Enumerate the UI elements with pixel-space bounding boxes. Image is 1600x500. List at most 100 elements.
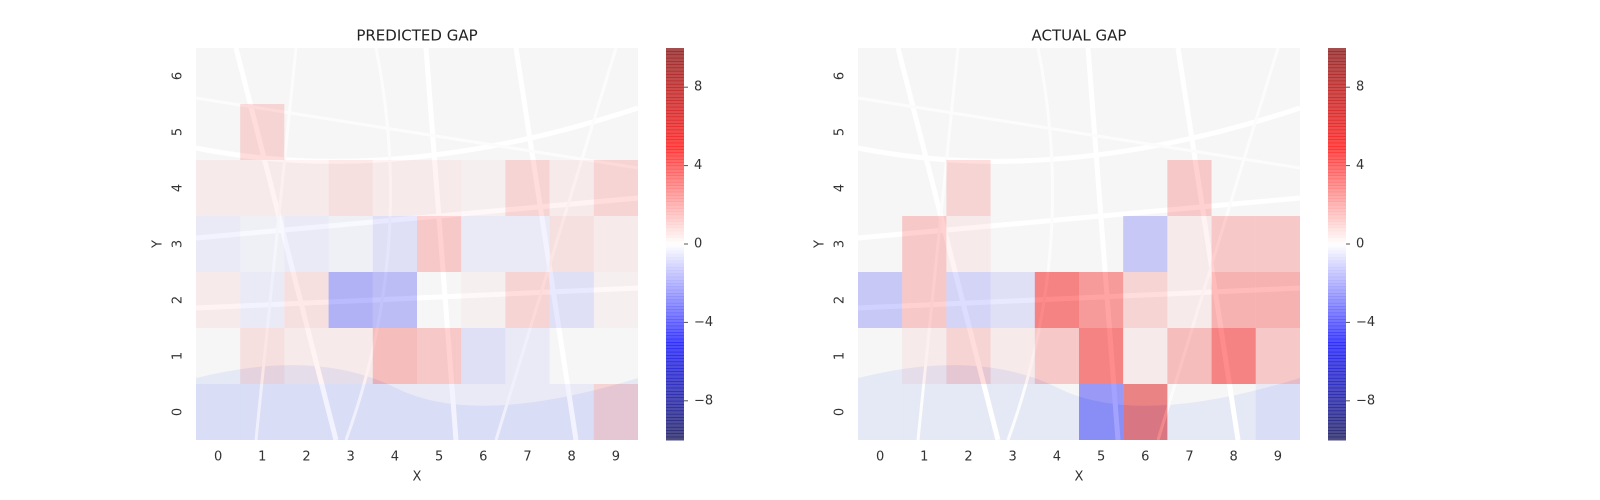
colorbar-stripe	[666, 417, 684, 421]
heatmap-cell	[1167, 160, 1212, 216]
heatmap-cell	[284, 328, 329, 384]
heatmap-cell	[1079, 160, 1124, 216]
colorbar-stripe	[1328, 404, 1346, 408]
colorbar-stripe	[666, 345, 684, 350]
colorbar-stripe	[666, 136, 684, 140]
heatmap-cell	[1167, 384, 1212, 440]
colorbar-stripe	[666, 306, 684, 310]
colorbar-stripe	[1328, 237, 1346, 242]
colorbar-tick-label: −8	[694, 393, 713, 408]
colorbar-stripe	[1328, 126, 1346, 131]
colorbar-stripe	[666, 338, 684, 343]
heatmap-cell	[505, 48, 550, 104]
colorbar-stripe	[666, 113, 684, 118]
heatmap-cell	[858, 328, 903, 384]
colorbar-stripe	[666, 208, 684, 212]
colorbar-stripe	[666, 234, 684, 238]
colorbar-stripe	[666, 302, 684, 307]
heatmap-cell	[1123, 104, 1168, 160]
heatmap-cell	[946, 216, 991, 272]
colorbar-stripe	[1328, 110, 1346, 114]
colorbar-stripe	[666, 110, 684, 114]
heatmap-cell	[372, 160, 417, 216]
colorbar-stripe	[1328, 263, 1346, 268]
colorbar-stripe	[666, 240, 684, 245]
colorbar-stripe	[1328, 296, 1346, 301]
x-tick-label: 8	[1230, 450, 1238, 465]
heatmap-cell	[549, 272, 594, 328]
colorbar-stripe	[1328, 214, 1346, 219]
colorbar-stripe	[666, 430, 684, 434]
x-tick-label: 4	[1053, 450, 1061, 465]
heatmap-cell	[1211, 328, 1256, 384]
heatmap-cell	[1167, 48, 1212, 104]
colorbar-stripe	[666, 87, 684, 91]
colorbar-stripe	[1328, 227, 1346, 232]
heatmap-cell	[372, 48, 417, 104]
heatmap-cell	[417, 104, 462, 160]
colorbar-stripe	[1328, 113, 1346, 118]
heatmap-cell	[1211, 272, 1256, 328]
x-tick-label: 8	[568, 450, 576, 465]
heatmap-cell	[1123, 328, 1168, 384]
colorbar-stripe	[666, 146, 684, 150]
colorbar-stripe	[1328, 368, 1346, 372]
heatmap-cell	[417, 384, 462, 440]
colorbar-stripe	[1328, 70, 1346, 75]
heatmap-cell	[505, 272, 550, 328]
colorbar-stripe	[1328, 426, 1346, 431]
colorbar-stripe	[666, 181, 684, 186]
colorbar-stripe	[666, 384, 684, 389]
colorbar-tick-label: −4	[694, 315, 713, 330]
colorbar-stripe	[666, 332, 684, 336]
colorbar-stripe	[666, 286, 684, 291]
y-tick-label: 0	[833, 408, 848, 416]
colorbar-stripe	[666, 51, 684, 56]
heatmap-cell	[328, 160, 373, 216]
colorbar-stripe	[666, 371, 684, 376]
heatmap-cell	[593, 216, 638, 272]
heatmap-cell	[1211, 48, 1256, 104]
heatmap-cell	[593, 384, 638, 440]
colorbar-stripe	[1328, 361, 1346, 366]
heatmap-cell	[284, 272, 329, 328]
colorbar-stripe	[1328, 436, 1346, 441]
x-axis-label: X	[413, 470, 422, 485]
heatmap-cell	[505, 216, 550, 272]
colorbar-tick-label: 4	[1356, 158, 1364, 173]
colorbar-stripe	[1328, 342, 1346, 346]
colorbar-stripe	[1328, 328, 1346, 333]
colorbar-stripe	[1328, 325, 1346, 330]
colorbar-stripe	[666, 185, 684, 189]
colorbar-stripe	[666, 217, 684, 222]
heatmap-cell	[858, 384, 903, 440]
colorbar-stripe	[1328, 293, 1346, 297]
colorbar-stripe	[1328, 433, 1346, 438]
heatmap-cell	[328, 48, 373, 104]
heatmap-cell	[1211, 104, 1256, 160]
colorbar-stripe	[666, 48, 684, 52]
heatmap-cell	[902, 328, 947, 384]
colorbar-stripe	[666, 325, 684, 330]
heatmap-cell	[1123, 160, 1168, 216]
y-tick-label: 5	[833, 128, 848, 136]
x-axis-label: X	[1075, 470, 1084, 485]
colorbar-stripe	[666, 283, 684, 287]
colorbar-stripe	[1328, 188, 1346, 193]
heatmap-cell	[549, 384, 594, 440]
colorbar-stripe	[666, 103, 684, 108]
colorbar-stripe	[1328, 87, 1346, 91]
colorbar-stripe	[666, 426, 684, 431]
heatmap-cell	[1211, 216, 1256, 272]
colorbar-stripe	[1328, 270, 1346, 274]
colorbar-stripe	[666, 273, 684, 278]
colorbar-stripe	[666, 247, 684, 252]
colorbar-stripe	[1328, 162, 1346, 167]
colorbar-stripe	[1328, 391, 1346, 395]
colorbar-stripe	[666, 348, 684, 353]
colorbar-stripe	[666, 381, 684, 385]
heatmap-cell	[372, 384, 417, 440]
colorbar-stripe	[1328, 253, 1346, 258]
heatmap-cell	[461, 272, 506, 328]
